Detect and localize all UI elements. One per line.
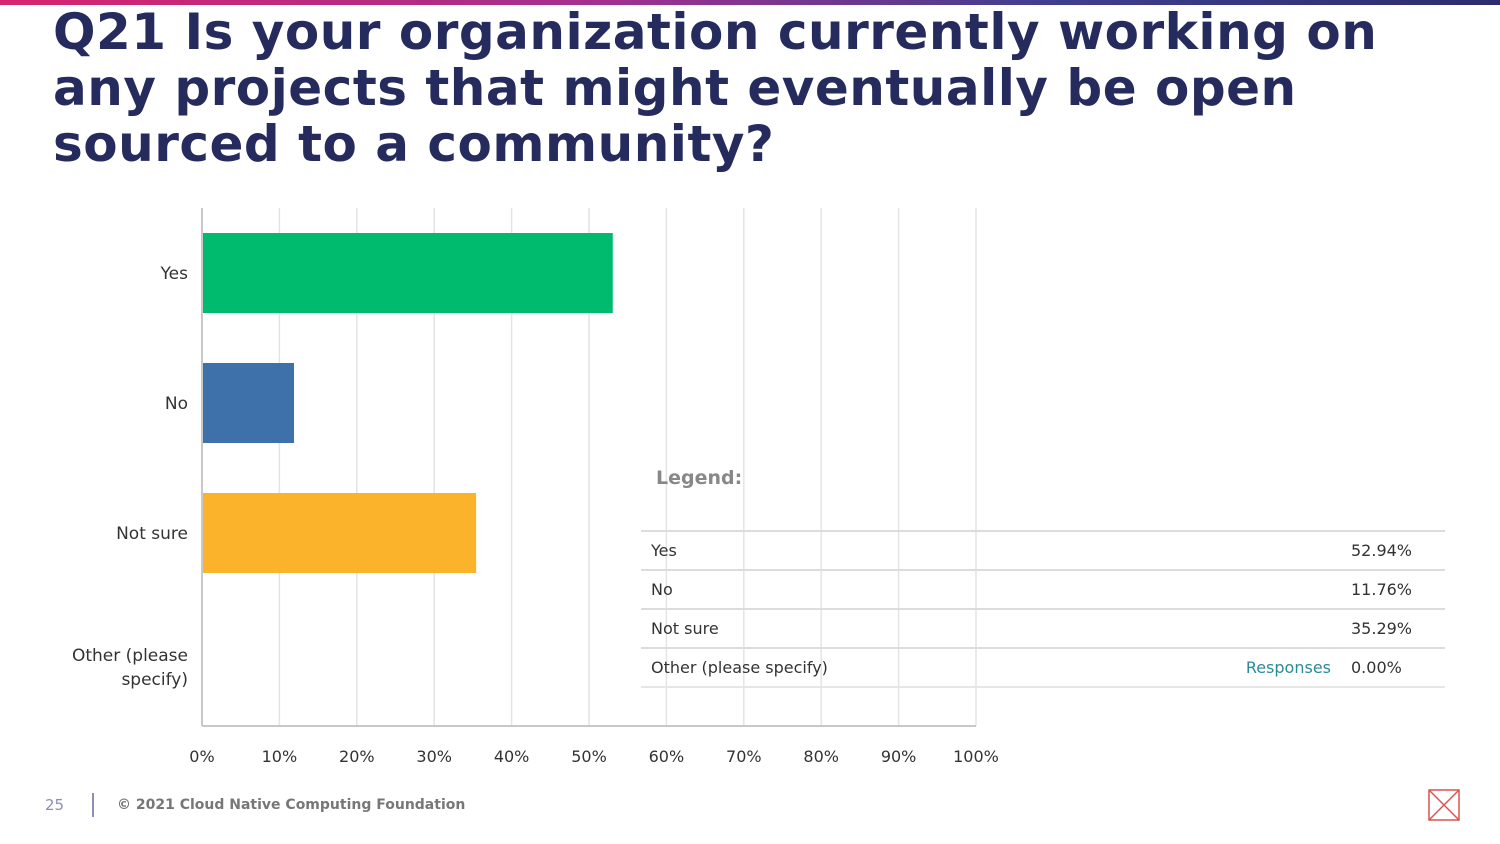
legend-row: Yes 52.94%	[641, 531, 1445, 570]
category-label: No	[165, 394, 188, 414]
x-tick-label: 100%	[953, 747, 999, 766]
category-label: Other (please specify)	[72, 646, 188, 690]
copyright-text: © 2021 Cloud Native Computing Foundation	[117, 797, 466, 813]
category-label-line: Other (please	[72, 646, 188, 666]
category-labels: Yes No Not sure Other (please specify)	[72, 264, 188, 690]
category-label: Not sure	[116, 524, 188, 544]
x-tick-label: 0%	[189, 747, 214, 766]
legend-row-label: Yes	[651, 541, 677, 560]
top-accent-bar	[0, 0, 1500, 5]
close-x-box-icon	[1428, 789, 1460, 821]
legend-row: Other (please specify) Responses 0.00%	[641, 648, 1445, 687]
x-tick-label: 80%	[803, 747, 839, 766]
x-tick-label: 90%	[881, 747, 917, 766]
page-number: 25	[45, 796, 65, 814]
legend-row-label: Other (please specify)	[651, 658, 828, 677]
x-tick-label: 20%	[339, 747, 375, 766]
slide-title: Q21 Is your organization currently worki…	[53, 3, 1378, 173]
footer-divider	[92, 793, 94, 817]
x-tick-label: 50%	[571, 747, 607, 766]
legend-row-label: Not sure	[651, 619, 719, 638]
legend-row-value: 52.94%	[1351, 541, 1413, 560]
x-tick-label: 40%	[494, 747, 530, 766]
x-tick-label: 10%	[262, 747, 298, 766]
legend-row: Not sure 35.29%	[641, 609, 1445, 648]
legend-row-value: 35.29%	[1351, 619, 1413, 638]
legend-row: No 11.76%	[641, 570, 1445, 609]
bar	[203, 363, 295, 443]
category-label-line: specify)	[121, 670, 188, 690]
x-tick-label: 30%	[416, 747, 452, 766]
axes	[201, 208, 976, 727]
legend-table: Yes 52.94% No 11.76% Not sure 35.29% Oth…	[641, 530, 1445, 688]
bars	[203, 233, 613, 573]
legend-row-value: 0.00%	[1351, 658, 1402, 677]
bar	[203, 493, 477, 573]
bar	[203, 233, 613, 313]
legend-row-value: 11.76%	[1351, 580, 1413, 599]
legend-row-label: No	[651, 580, 673, 599]
legend-title: Legend:	[656, 467, 743, 489]
responses-link[interactable]: Responses	[1245, 658, 1331, 677]
category-label: Yes	[160, 264, 189, 284]
x-tick-labels: 0% 10% 20% 30% 40% 50% 60% 70% 80% 90% 100%	[189, 747, 999, 766]
x-tick-label: 60%	[649, 747, 685, 766]
x-tick-label: 70%	[726, 747, 762, 766]
